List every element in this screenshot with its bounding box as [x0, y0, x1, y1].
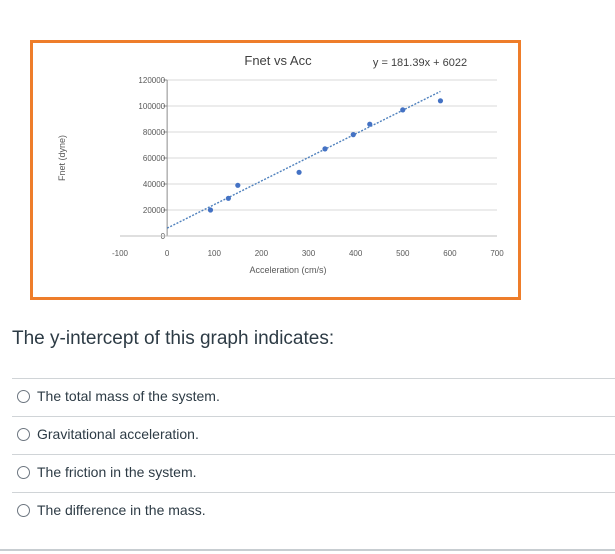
data-point: [296, 169, 302, 175]
data-point: [207, 207, 214, 213]
separator: [12, 378, 615, 379]
radio-button[interactable]: [17, 427, 30, 441]
data-point: [350, 132, 356, 138]
data-point: [367, 121, 373, 127]
option-label: The difference in the mass.: [37, 502, 206, 518]
radio-button[interactable]: [17, 503, 30, 517]
data-point: [437, 98, 444, 104]
separator: [12, 492, 615, 493]
data-point: [400, 107, 406, 113]
y-tick-label: 120000: [138, 76, 165, 85]
bottom-divider: [0, 549, 615, 551]
question-text: The y-intercept of this graph indicates:: [12, 328, 335, 349]
data-point: [225, 195, 231, 201]
data-point: [322, 146, 328, 152]
x-tick-label: 600: [443, 249, 457, 258]
chart-frame: 020000400006000080000100000120000-100010…: [30, 40, 521, 300]
x-tick-label: -100: [112, 249, 129, 258]
option-difference-in-mass[interactable]: The difference in the mass.: [17, 499, 206, 521]
x-tick-label: 0: [165, 249, 170, 258]
x-tick-label: 400: [349, 249, 363, 258]
chart-title: Fnet vs Acc: [244, 53, 312, 68]
option-label: The total mass of the system.: [37, 388, 220, 404]
trendline-equation: y = 181.39x + 6022: [373, 57, 467, 69]
option-label: The friction in the system.: [37, 464, 197, 480]
separator: [12, 416, 615, 417]
y-tick-label: 20000: [143, 206, 166, 215]
x-tick-label: 200: [255, 249, 269, 258]
option-friction[interactable]: The friction in the system.: [17, 461, 197, 483]
x-tick-label: 100: [208, 249, 222, 258]
y-tick-label: 80000: [143, 128, 166, 137]
separator: [12, 454, 615, 455]
x-tick-label: 500: [396, 249, 410, 258]
x-tick-label: 700: [490, 249, 504, 258]
option-gravitational-acceleration[interactable]: Gravitational acceleration.: [17, 423, 199, 445]
y-tick-label: 40000: [143, 180, 166, 189]
x-tick-label: 300: [302, 249, 316, 258]
data-point: [235, 182, 241, 188]
option-total-mass[interactable]: The total mass of the system.: [17, 385, 220, 407]
trendline: [166, 90, 441, 229]
radio-button[interactable]: [17, 465, 30, 479]
x-axis-label: Acceleration (cm/s): [249, 265, 326, 275]
y-axis-label: Fnet (dyne): [57, 135, 67, 181]
scatter-chart: 020000400006000080000100000120000-100010…: [57, 53, 504, 275]
y-tick-label: 100000: [138, 102, 165, 111]
y-tick-label: 60000: [143, 154, 166, 163]
option-label: Gravitational acceleration.: [37, 426, 199, 442]
radio-button[interactable]: [17, 389, 30, 403]
